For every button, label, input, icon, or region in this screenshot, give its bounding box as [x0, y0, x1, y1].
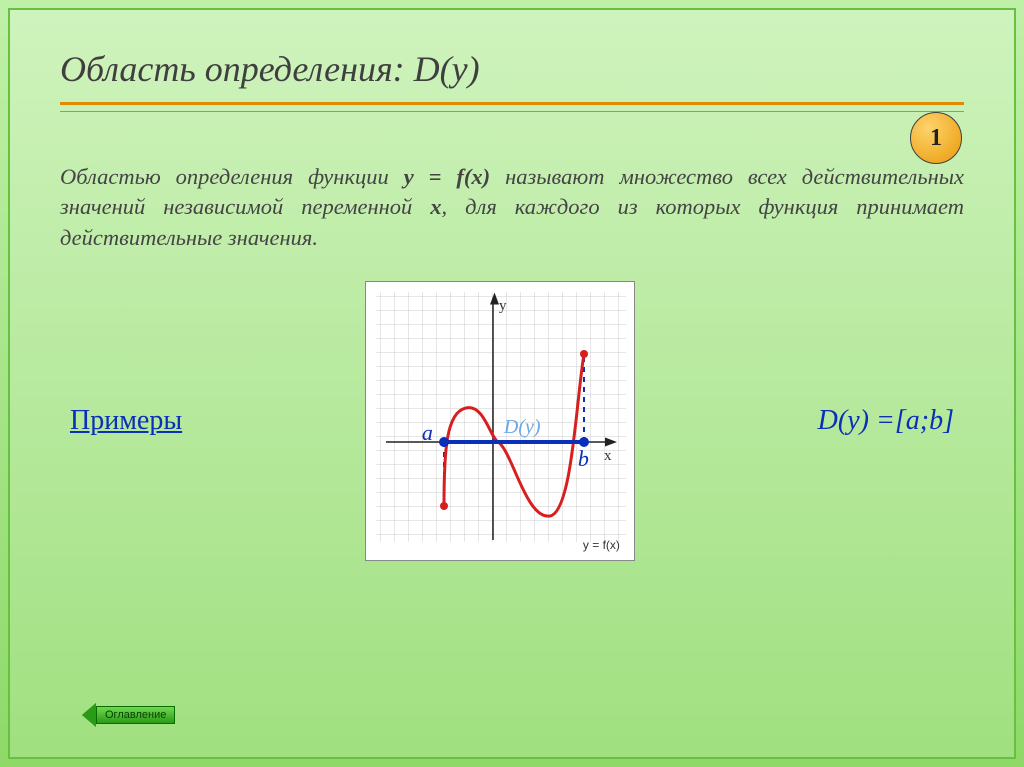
- toc-label: Оглавление: [96, 706, 175, 724]
- function-graph: x y a b D(y) y = f(x): [365, 281, 635, 561]
- slide-number-badge: 1: [910, 112, 962, 164]
- domain-formula: D(y) =[a;b]: [818, 405, 954, 437]
- slide: Область определения: D(y) 1 Областью опр…: [8, 8, 1016, 759]
- page-title: Область определения: D(y): [60, 48, 964, 90]
- def-pre: Областью определения функции: [60, 164, 404, 189]
- def-var: x: [430, 194, 441, 219]
- toc-button[interactable]: Оглавление: [82, 703, 175, 727]
- title-rule-thin: [60, 111, 964, 112]
- arrow-left-icon: [82, 703, 96, 727]
- endpoint-a: [440, 502, 448, 510]
- def-fn: y = f(x): [404, 164, 490, 189]
- title-rule: [60, 102, 964, 105]
- endpoint-b: [580, 350, 588, 358]
- x-axis-label: x: [604, 448, 612, 464]
- domain-point-a: [439, 437, 449, 447]
- examples-link[interactable]: Примеры: [70, 405, 182, 437]
- label-b: b: [578, 446, 589, 472]
- definition-text: Областью определения функции y = f(x) на…: [60, 162, 964, 253]
- grid: [376, 292, 626, 542]
- label-a: a: [422, 420, 433, 446]
- content-row: Примеры x y: [60, 281, 964, 561]
- y-axis-label: y: [499, 298, 507, 314]
- label-dy: D(y): [504, 416, 541, 439]
- graph-svg: x y: [366, 282, 636, 562]
- chart-caption: y = f(x): [583, 538, 620, 552]
